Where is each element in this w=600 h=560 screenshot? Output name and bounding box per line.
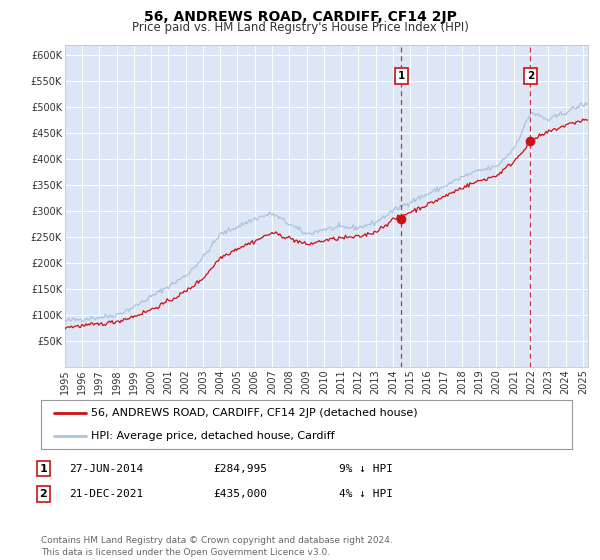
Text: 56, ANDREWS ROAD, CARDIFF, CF14 2JP (detached house): 56, ANDREWS ROAD, CARDIFF, CF14 2JP (det… (91, 408, 418, 418)
Text: Contains HM Land Registry data © Crown copyright and database right 2024.
This d: Contains HM Land Registry data © Crown c… (41, 536, 392, 557)
Text: 9% ↓ HPI: 9% ↓ HPI (339, 464, 393, 474)
Text: 1: 1 (40, 464, 47, 474)
Text: 56, ANDREWS ROAD, CARDIFF, CF14 2JP: 56, ANDREWS ROAD, CARDIFF, CF14 2JP (143, 10, 457, 24)
Text: 2: 2 (527, 71, 534, 81)
Text: 1: 1 (398, 71, 405, 81)
Text: £435,000: £435,000 (213, 489, 267, 499)
Text: £284,995: £284,995 (213, 464, 267, 474)
Text: HPI: Average price, detached house, Cardiff: HPI: Average price, detached house, Card… (91, 431, 335, 441)
Text: 2: 2 (40, 489, 47, 499)
Text: 21-DEC-2021: 21-DEC-2021 (69, 489, 143, 499)
Text: 27-JUN-2014: 27-JUN-2014 (69, 464, 143, 474)
Text: Price paid vs. HM Land Registry's House Price Index (HPI): Price paid vs. HM Land Registry's House … (131, 21, 469, 34)
Text: 4% ↓ HPI: 4% ↓ HPI (339, 489, 393, 499)
